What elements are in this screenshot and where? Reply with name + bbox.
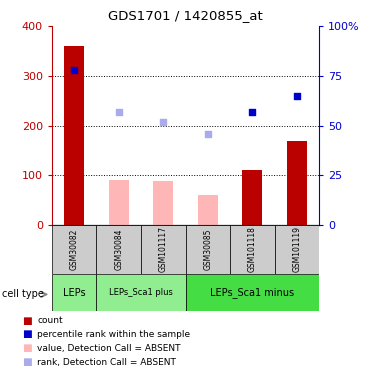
Text: LEPs_Sca1 plus: LEPs_Sca1 plus	[109, 288, 173, 297]
Point	[71, 67, 77, 73]
Point	[205, 130, 211, 136]
Text: value, Detection Call = ABSENT: value, Detection Call = ABSENT	[37, 344, 181, 353]
Text: cell type: cell type	[2, 290, 44, 299]
Point	[160, 118, 166, 124]
Bar	[52, 225, 96, 274]
Bar	[153, 181, 173, 225]
Text: rank, Detection Call = ABSENT: rank, Detection Call = ABSENT	[37, 358, 176, 367]
Text: GSM101117: GSM101117	[159, 226, 168, 272]
Bar	[96, 225, 141, 274]
Text: ■: ■	[22, 344, 32, 353]
Bar	[242, 170, 262, 225]
Bar	[287, 141, 307, 225]
Text: GSM101119: GSM101119	[292, 226, 301, 272]
Bar	[64, 46, 84, 225]
Text: ■: ■	[22, 316, 32, 326]
Text: LEPs: LEPs	[63, 288, 85, 297]
Bar	[52, 274, 96, 311]
Bar	[141, 225, 186, 274]
Text: LEPs_Sca1 minus: LEPs_Sca1 minus	[210, 287, 294, 298]
Point	[116, 109, 122, 115]
Bar	[186, 225, 230, 274]
Bar	[109, 180, 129, 225]
Text: percentile rank within the sample: percentile rank within the sample	[37, 330, 190, 339]
Bar	[96, 274, 186, 311]
Bar	[230, 225, 275, 274]
Text: ■: ■	[22, 330, 32, 339]
Text: ■: ■	[22, 357, 32, 367]
Bar	[198, 195, 218, 225]
Bar	[186, 274, 319, 311]
Text: GSM30085: GSM30085	[203, 229, 212, 270]
Text: GSM30082: GSM30082	[70, 229, 79, 270]
Text: GSM101118: GSM101118	[248, 226, 257, 272]
Point	[294, 93, 300, 99]
Point	[249, 109, 255, 115]
Bar	[275, 225, 319, 274]
Text: GSM30084: GSM30084	[114, 229, 123, 270]
Text: GDS1701 / 1420855_at: GDS1701 / 1420855_at	[108, 9, 263, 22]
Text: count: count	[37, 316, 63, 325]
